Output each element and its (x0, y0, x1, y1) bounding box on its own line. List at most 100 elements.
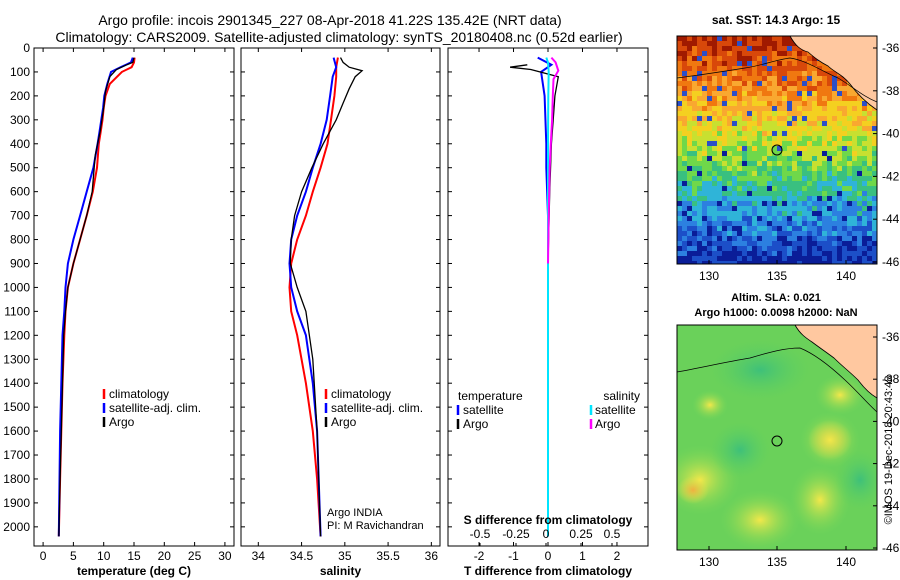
sst-cell (772, 201, 777, 206)
sst-cell (757, 166, 762, 171)
sst-cell (822, 186, 827, 191)
sst-cell (792, 196, 797, 201)
map-lon-tick-label: 130 (699, 269, 719, 283)
sst-cell (802, 66, 807, 71)
sst-cell (772, 251, 777, 256)
sst-cell (777, 256, 782, 261)
sst-cell (757, 116, 762, 121)
sst-cell (677, 96, 682, 101)
sst-cell (777, 216, 782, 221)
sst-cell (712, 81, 717, 86)
sst-cell (832, 211, 837, 216)
sst-cell (802, 51, 807, 56)
sst-cell (857, 181, 862, 186)
sst-cell (742, 191, 747, 196)
sst-cell (702, 101, 707, 106)
sst-cell (697, 246, 702, 251)
sst-cell (767, 186, 772, 191)
sst-cell (682, 146, 687, 151)
sst-cell (867, 176, 872, 181)
sst-cell (862, 241, 867, 246)
sst-cell (792, 126, 797, 131)
sst-cell (772, 91, 777, 96)
sst-cell (767, 81, 772, 86)
sst-cell (687, 141, 692, 146)
sst-cell (752, 71, 757, 76)
sst-cell (862, 131, 867, 136)
sst-cell (697, 61, 702, 66)
sst-cell (762, 91, 767, 96)
sst-cell (797, 236, 802, 241)
sst-cell (812, 186, 817, 191)
sst-cell (872, 256, 877, 261)
sst-cell (837, 251, 842, 256)
sst-cell (697, 91, 702, 96)
sst-cell (702, 241, 707, 246)
sst-cell (797, 126, 802, 131)
sst-cell (717, 76, 722, 81)
sst-cell (787, 156, 792, 161)
sst-cell (717, 91, 722, 96)
sst-cell (682, 111, 687, 116)
sst-cell (717, 191, 722, 196)
sst-cell (757, 96, 762, 101)
sst-cell (812, 66, 817, 71)
sst-cell (872, 116, 877, 121)
sst-cell (852, 211, 857, 216)
sst-cell (682, 71, 687, 76)
sst-cell (777, 166, 782, 171)
sst-cell (682, 131, 687, 136)
salinity-series-line (289, 57, 364, 537)
sst-cell (687, 216, 692, 221)
s-difference-tick-label: -0.5 (470, 527, 491, 541)
sst-cell (692, 161, 697, 166)
sst-cell (697, 81, 702, 86)
sst-cell (767, 206, 772, 211)
sst-cell (677, 226, 682, 231)
sst-cell (722, 66, 727, 71)
sst-cell (682, 226, 687, 231)
sst-cell (787, 241, 792, 246)
sst-cell (842, 221, 847, 226)
sst-cell (792, 141, 797, 146)
sst-cell (707, 241, 712, 246)
sst-cell (787, 41, 792, 46)
sst-cell (867, 111, 872, 116)
sst-cell (777, 36, 782, 41)
temperature-plot-frame (33, 47, 235, 547)
sst-cell (737, 241, 742, 246)
sst-cell (862, 171, 867, 176)
sst-cell (677, 101, 682, 106)
sst-cell (772, 41, 777, 46)
sst-cell (767, 66, 772, 71)
sst-cell (712, 261, 717, 264)
sst-cell (767, 221, 772, 226)
sst-cell (742, 56, 747, 61)
sst-cell (677, 81, 682, 86)
sst-cell (692, 201, 697, 206)
sst-cell (762, 56, 767, 61)
sst-cell (742, 116, 747, 121)
sst-cell (687, 156, 692, 161)
sst-cell (817, 141, 822, 146)
sst-cell (797, 96, 802, 101)
sst-cell (677, 251, 682, 256)
sst-cell (772, 96, 777, 101)
sst-cell (757, 51, 762, 56)
sst-cell (817, 216, 822, 221)
sst-cell (787, 166, 792, 171)
sst-cell (742, 106, 747, 111)
sst-cell (742, 161, 747, 166)
sst-cell (677, 176, 682, 181)
sst-cell (777, 186, 782, 191)
sst-cell (682, 251, 687, 256)
sst-cell (747, 181, 752, 186)
sst-cell (797, 146, 802, 151)
sst-cell (767, 226, 772, 231)
sst-cell (842, 261, 847, 264)
sst-cell (677, 206, 682, 211)
sst-cell (702, 251, 707, 256)
sst-cell (737, 116, 742, 121)
y-tick-label: 800 (10, 233, 30, 247)
sst-cell (717, 41, 722, 46)
